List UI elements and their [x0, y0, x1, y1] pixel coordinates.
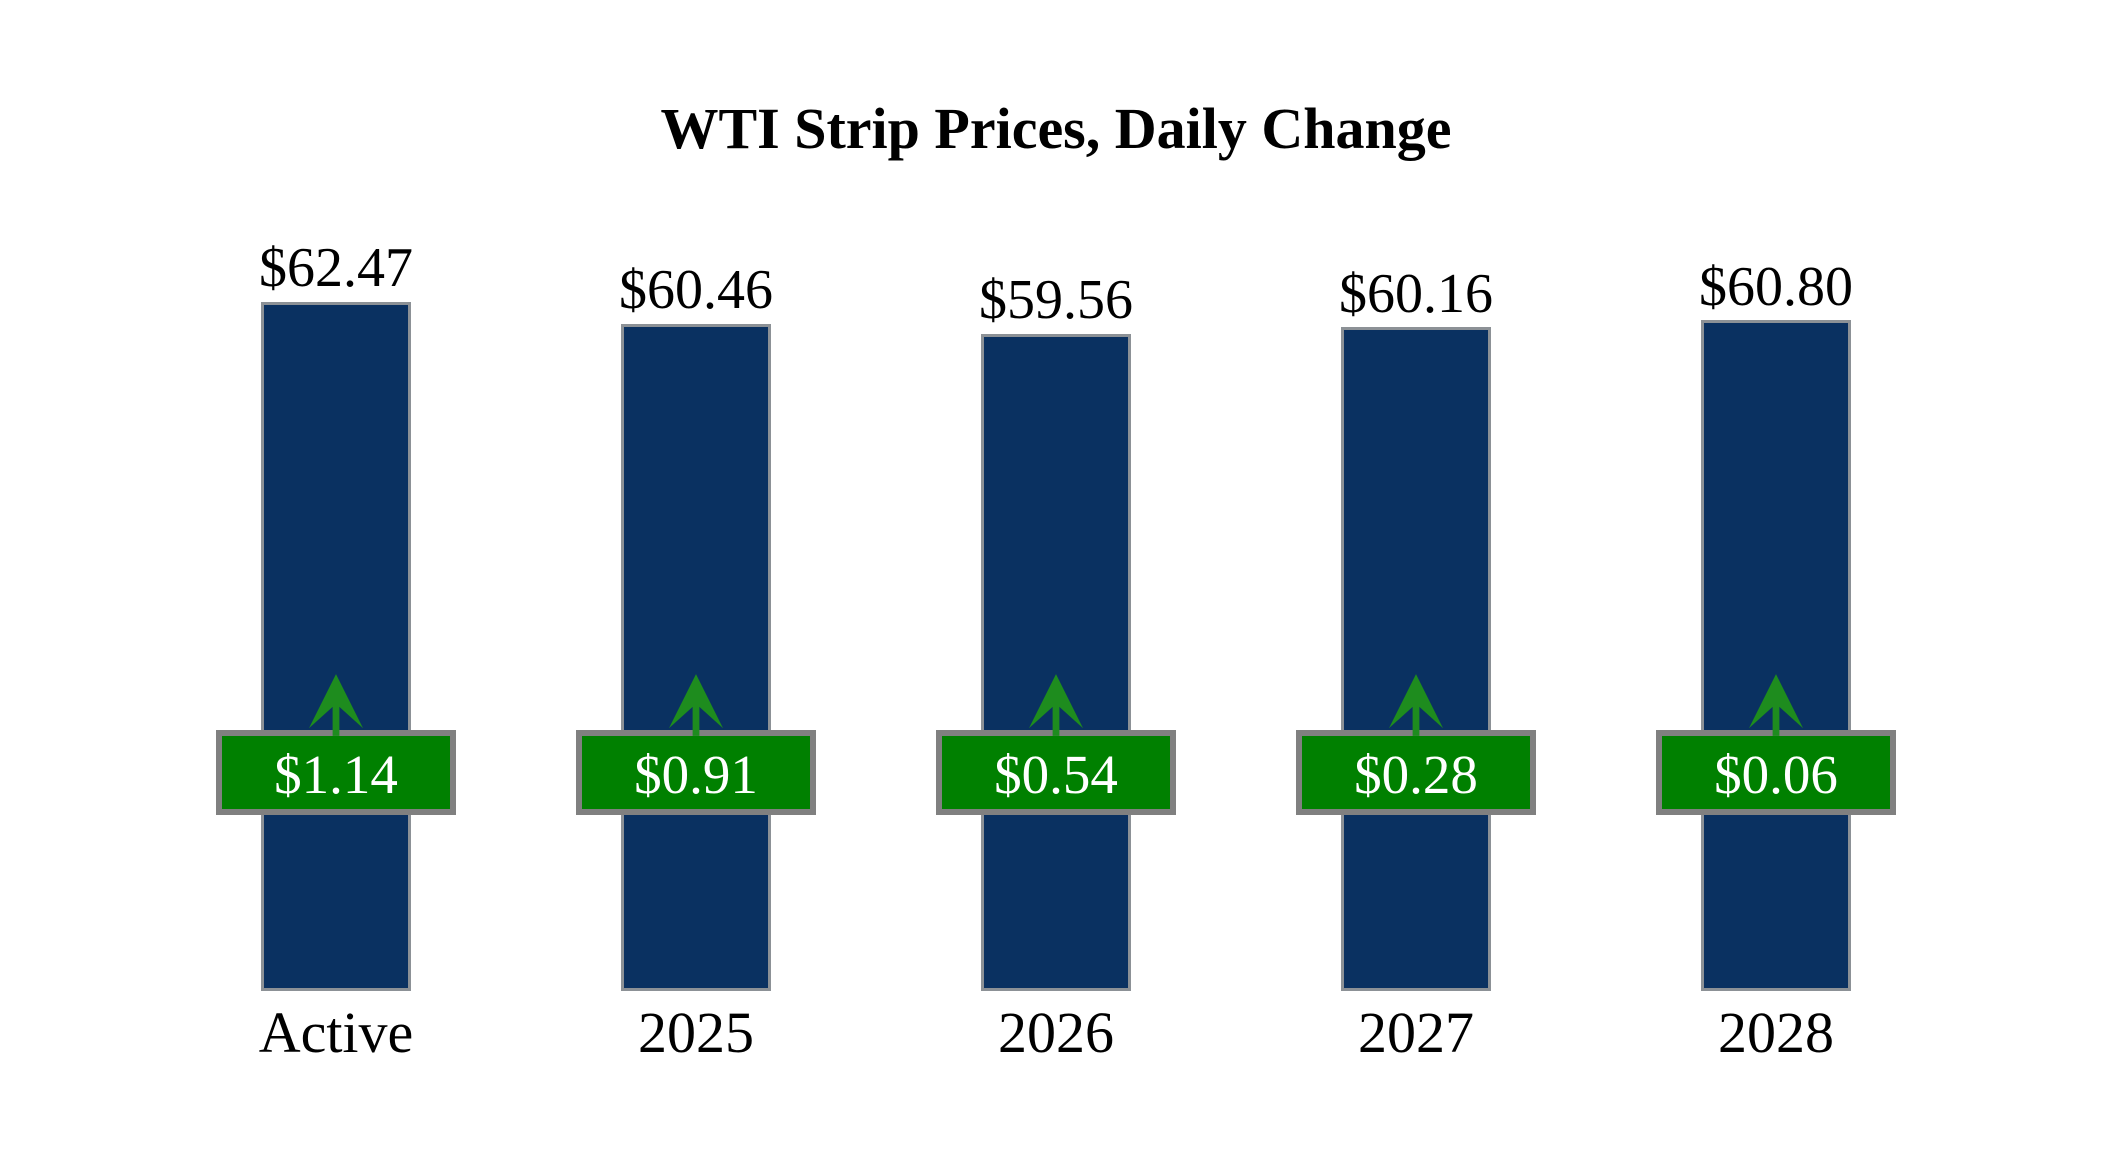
up-arrow-icon	[308, 674, 364, 736]
price-label: $60.80	[1699, 255, 1853, 318]
price-bar	[261, 301, 411, 991]
change-value: $0.28	[1354, 744, 1478, 805]
bar-column: $60.46 $0.91 2025	[516, 0, 876, 1152]
change-badge: $1.14	[216, 730, 456, 815]
up-arrow-icon	[668, 674, 724, 736]
change-badge: $0.28	[1296, 730, 1536, 815]
category-label: 2026	[998, 1000, 1114, 1065]
category-label: 2027	[1358, 1000, 1474, 1065]
price-label: $60.46	[619, 259, 773, 322]
up-arrow-icon	[1028, 674, 1084, 736]
chart-title: WTI Strip Prices, Daily Change	[660, 96, 1452, 161]
price-label: $59.56	[979, 269, 1133, 332]
bar-column: $59.56 $0.54 2026	[876, 0, 1236, 1152]
category-label: Active	[258, 1000, 414, 1065]
change-value: $0.54	[994, 744, 1118, 805]
change-value: $0.91	[634, 744, 758, 805]
bar-column: $62.47 $1.14 Active	[156, 0, 516, 1152]
change-value: $0.06	[1714, 744, 1838, 805]
change-badge: $0.54	[936, 730, 1176, 815]
price-bar	[1701, 320, 1851, 991]
price-bar	[1341, 327, 1491, 991]
price-label: $60.16	[1339, 262, 1493, 325]
price-bar	[621, 324, 771, 991]
category-label: 2025	[638, 1000, 754, 1065]
category-label: 2028	[1718, 1000, 1834, 1065]
change-badge: $0.91	[576, 730, 816, 815]
up-arrow-icon	[1748, 674, 1804, 736]
price-bar	[981, 334, 1131, 991]
change-badge: $0.06	[1656, 730, 1896, 815]
up-arrow-icon	[1388, 674, 1444, 736]
price-label: $62.47	[259, 237, 413, 300]
bar-column: $60.80 $0.06 2028	[1596, 0, 1956, 1152]
change-value: $1.14	[274, 744, 398, 805]
bar-column: $60.16 $0.28 2027	[1236, 0, 1596, 1152]
